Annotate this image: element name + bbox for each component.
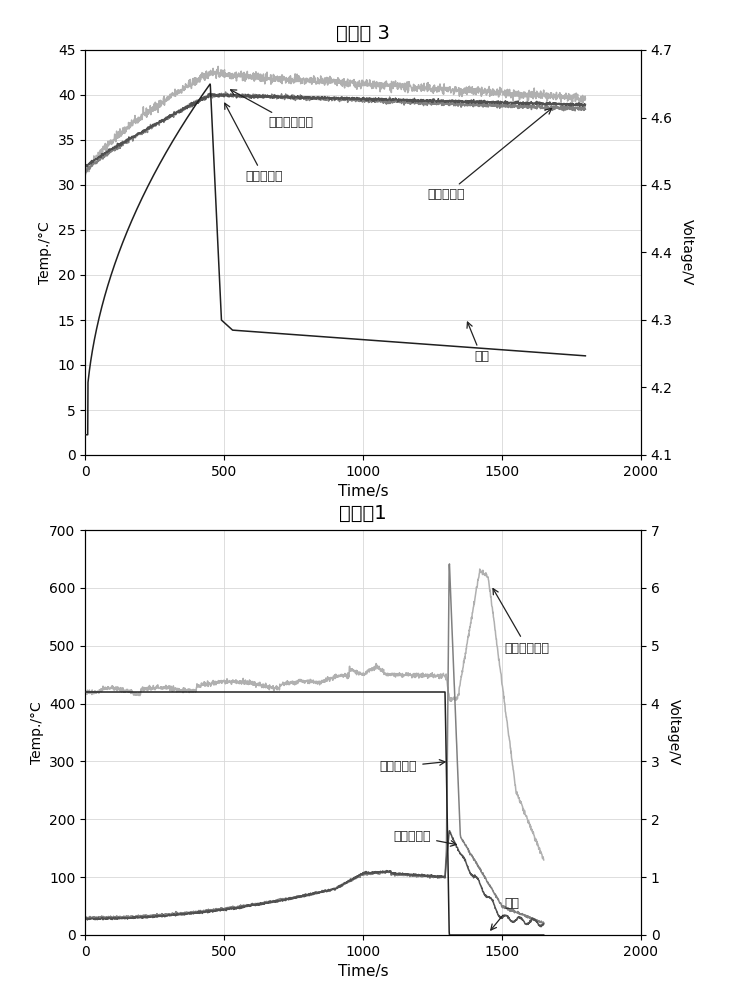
Text: 电池表面温度: 电池表面温度 xyxy=(493,589,550,654)
Title: 对比例1: 对比例1 xyxy=(339,504,387,523)
X-axis label: Time/s: Time/s xyxy=(338,484,388,499)
Text: 负极耳温度: 负极耳温度 xyxy=(379,760,445,773)
Text: 电压: 电压 xyxy=(491,897,519,930)
Title: 实施例 3: 实施例 3 xyxy=(336,24,390,43)
Text: 电压: 电压 xyxy=(467,322,489,363)
Y-axis label: Voltage/V: Voltage/V xyxy=(666,699,680,766)
Text: 正极耳温度: 正极耳温度 xyxy=(427,108,551,201)
Y-axis label: Temp./°C: Temp./°C xyxy=(39,221,53,284)
Text: 正极耳温度: 正极耳温度 xyxy=(393,830,456,846)
Y-axis label: Voltage/V: Voltage/V xyxy=(679,219,694,286)
X-axis label: Time/s: Time/s xyxy=(338,964,388,979)
Text: 电池表面温度: 电池表面温度 xyxy=(230,90,313,129)
Y-axis label: Temp./°C: Temp./°C xyxy=(30,701,44,764)
Text: 负极耳温度: 负极耳温度 xyxy=(225,103,282,183)
